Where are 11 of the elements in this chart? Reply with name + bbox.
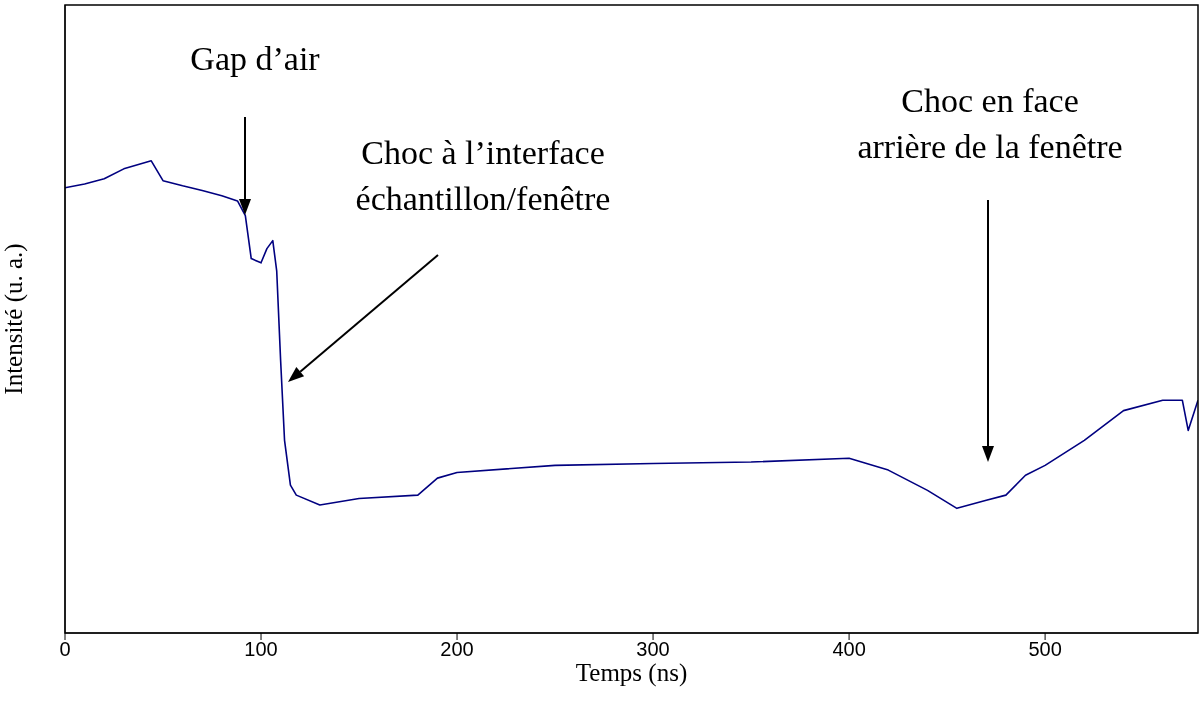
x-tick-label: 200: [440, 638, 474, 661]
y-axis-title: Intensité (u. a.): [0, 243, 28, 395]
x-tick-label: 100: [244, 638, 278, 661]
annotation: Choc à l’interface échantillon/fenêtre: [355, 134, 611, 217]
text: Gap d’air: [190, 40, 321, 77]
annotation: Choc en face arrière de la fenêtre: [857, 82, 1123, 165]
x-axis-title: Temps (ns): [575, 659, 688, 687]
x-tick-label: 500: [1028, 638, 1062, 661]
x-tick-label: 300: [636, 638, 670, 661]
x-tick-label: 0: [59, 638, 71, 661]
x-tick-label: 400: [832, 638, 866, 661]
